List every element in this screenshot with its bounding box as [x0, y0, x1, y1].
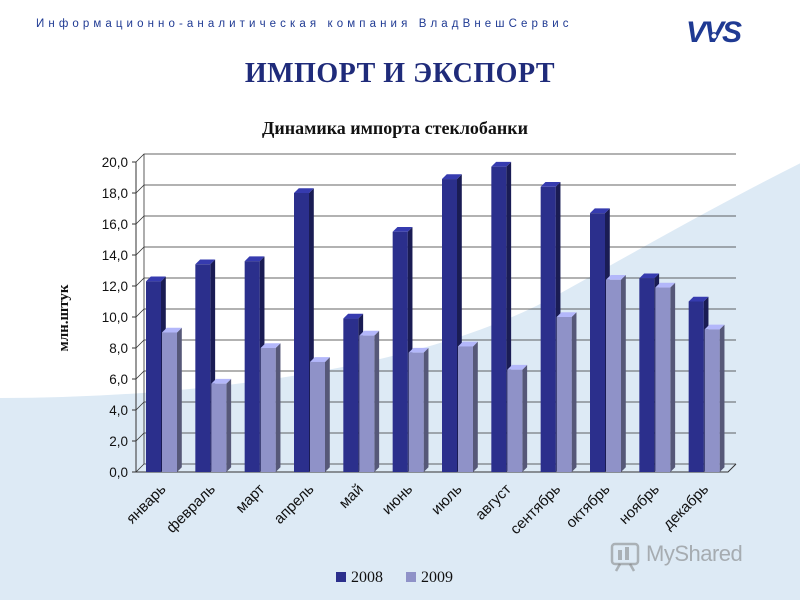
gridline: [135, 246, 736, 256]
bar-2009-8: [507, 364, 528, 472]
bar-2009-4: [310, 357, 330, 472]
x-tick-label: январь: [123, 481, 170, 528]
y-tick-label: 6,0: [109, 372, 128, 387]
gridline: [135, 153, 736, 163]
legend: 2008 2009: [336, 569, 453, 586]
legend-label: 2009: [421, 569, 453, 586]
watermark-text: MyShared: [646, 541, 743, 566]
slide-title: ИМПОРТ И ЭКСПОРТ: [244, 58, 556, 89]
x-tick-label: октябрь: [563, 481, 614, 532]
x-tick-label: ноябрь: [616, 481, 663, 528]
svg-text:VVS: VVS: [686, 16, 742, 48]
bar-2009-5: [359, 330, 380, 472]
axes: [132, 154, 737, 473]
y-tick-label: 4,0: [109, 403, 128, 418]
bar-2009-1: [162, 327, 182, 472]
x-axis: [136, 463, 737, 473]
y-tick-label: 10,0: [102, 310, 128, 325]
x-tick-label: февраль: [163, 481, 219, 537]
legend-label: 2008: [351, 569, 383, 586]
bar-2009-12: [704, 324, 725, 472]
company-logo: VVS: [686, 16, 744, 48]
x-tick-label: апрель: [271, 481, 318, 528]
legend-item-2009: 2009: [406, 569, 453, 586]
legend-item-2008: 2008: [336, 569, 383, 586]
x-tick-label: март: [232, 481, 268, 517]
chart-title: Динамика импорта стеклобанки: [261, 118, 529, 138]
y-axis-label: млн.штук: [56, 284, 72, 351]
bar-2009-9: [556, 312, 577, 472]
y-tick-label: 18,0: [102, 186, 128, 201]
bar-2009-6: [408, 347, 429, 472]
bar-2009-3: [260, 343, 281, 472]
bar-2009-2: [211, 378, 232, 472]
company-name: Информационно-аналитическая компания Вла…: [36, 18, 573, 30]
x-tick-label: май: [336, 481, 367, 512]
x-tick-label: декабрь: [660, 481, 713, 534]
y-tick-label: 20,0: [102, 155, 128, 170]
x-tick-label: июль: [428, 481, 466, 519]
y-tick-label: 8,0: [109, 341, 128, 356]
gridline: [135, 215, 736, 225]
y-tick-label: 0,0: [109, 465, 128, 480]
bar-2009-11: [655, 282, 676, 472]
x-tick-label: июнь: [379, 481, 416, 518]
x-tick-label: август: [472, 481, 515, 524]
y-tick-label: 16,0: [102, 217, 128, 232]
bar-2009-7: [458, 341, 478, 472]
x-tick-label: сентябрь: [507, 481, 564, 538]
bars: [146, 161, 725, 473]
y-tick-label: 2,0: [109, 434, 128, 449]
gridline: [135, 184, 736, 194]
bar-2009-10: [606, 275, 626, 472]
y-tick-label: 14,0: [102, 248, 128, 263]
y-tick-label: 12,0: [102, 279, 128, 294]
watermark-icon: [610, 542, 640, 572]
y-tick-labels: 0,0 2,0 4,0 6,0 8,0 10,0 12,0 14,0 16,0 18,0 20,0: [102, 155, 128, 480]
